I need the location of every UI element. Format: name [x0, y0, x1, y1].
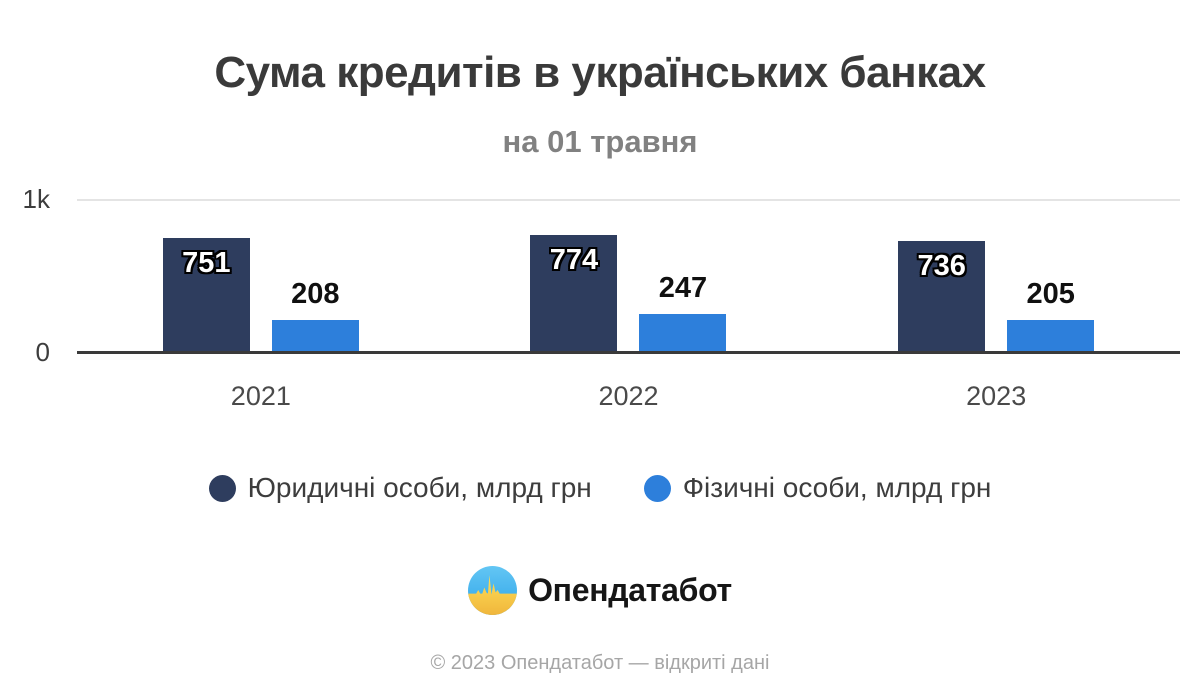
- bar-2023-series-1: 205: [1007, 278, 1095, 351]
- bar-value-label: 736: [917, 250, 966, 282]
- legend-marker-icon: [643, 474, 671, 502]
- y-axis-tick-1k: 1k: [22, 184, 50, 214]
- bar-2023-series-0: 736: [898, 241, 986, 351]
- x-axis-labels: 2021 2022 2023: [77, 381, 1180, 412]
- legend-item-0: Юридичні особи, млрд грн: [208, 472, 592, 504]
- bar-2022-series-1: 247: [639, 272, 727, 351]
- logo-text: Опендатабот: [528, 572, 732, 608]
- bar-value-label: 205: [1026, 278, 1075, 310]
- bar-group-2023: 736 205: [898, 241, 1095, 351]
- bar-group-2021: 751 208: [162, 238, 359, 351]
- logo: Опендатабот: [0, 566, 1200, 615]
- bar-value-label: 751: [182, 247, 231, 279]
- x-axis-label-2022: 2022: [598, 381, 659, 411]
- bar-value-label: 247: [658, 272, 708, 304]
- bar-group-2022: 774 247: [530, 235, 727, 351]
- chart-title: Сума кредитів в українських банках: [214, 48, 986, 97]
- legend-label: Юридичні особи, млрд грн: [247, 472, 592, 503]
- x-axis-label-2023: 2023: [966, 381, 1027, 411]
- bar-2022-series-0: 774: [530, 235, 618, 351]
- legend: Юридичні особи, млрд грн Фізичні особи, м…: [0, 472, 1200, 504]
- legend-item-1: Фізичні особи, млрд грн: [643, 472, 992, 504]
- copyright-text: © 2023 Опендатабот — відкриті дані: [430, 652, 770, 674]
- bar-value-label: 208: [291, 278, 340, 310]
- y-axis-tick-0: 0: [35, 337, 50, 367]
- legend-marker-icon: [208, 474, 236, 502]
- opendatabot-pulse-flag-icon: [468, 566, 518, 615]
- bar-2021-series-0: 751: [162, 238, 250, 351]
- bar-value-label: 774: [549, 244, 599, 276]
- legend-label: Фізичні особи, млрд грн: [682, 472, 992, 503]
- x-axis-label-2021: 2021: [230, 381, 291, 411]
- bar-2021-series-1: 208: [271, 278, 359, 351]
- chart-subtitle: на 01 травня: [502, 124, 698, 159]
- plot-area: 751 208 774 247 736 205: [77, 199, 1180, 354]
